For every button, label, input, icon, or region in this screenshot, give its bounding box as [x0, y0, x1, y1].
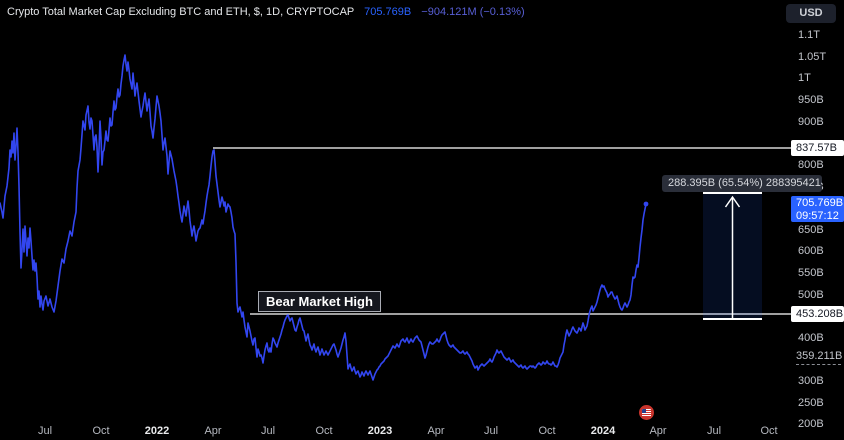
dashed-level-tick [796, 364, 841, 365]
last-point-dot [643, 201, 649, 207]
bar-countdown-timer: 09:57:12 [796, 210, 839, 222]
y-axis-tick: 500B [798, 289, 824, 301]
y-axis-tick: 250B [798, 397, 824, 409]
last-price-badge-value: 705.769B [796, 197, 844, 209]
y-axis-tick: 1T [798, 72, 811, 84]
us-flag-event-icon[interactable] [639, 405, 654, 420]
x-axis-tick: Jul [37, 425, 53, 437]
measure-tooltip: 288.395B (65.54%) 288395421483 [662, 175, 822, 192]
price-axis[interactable]: 1.1T1.05T1T950B900B800B750B650B600B550B5… [792, 0, 844, 430]
y-axis-tick: 950B [798, 94, 824, 106]
time-axis[interactable]: Jul Oct 2022 Apr Jul Oct 2023 Apr Jul Oct 2024 Apr J… [0, 421, 844, 440]
price-level-badge-low: 453.208B [791, 306, 844, 322]
symbol-title[interactable]: Crypto Total Market Cap Excluding BTC an… [7, 6, 355, 18]
currency-toggle-button[interactable]: USD [786, 4, 836, 23]
price-change-value: −904.121M (−0.13%) [421, 6, 525, 18]
x-axis-tick: Oct [315, 425, 333, 437]
x-axis-tick: Jul [706, 425, 722, 437]
y-axis-tick: 900B [798, 116, 824, 128]
last-price-badge: 705.769B 09:57:12 [791, 196, 844, 222]
y-axis-tick: 200B [798, 418, 824, 430]
x-axis-tick: 2022 [144, 425, 170, 437]
y-axis-tick: 800B [798, 159, 824, 171]
market-cap-line-series[interactable] [0, 54, 647, 381]
price-level-badge-high: 837.57B [791, 140, 844, 156]
y-axis-tick: 650B [798, 224, 824, 236]
us-flag-glyph [642, 408, 651, 417]
x-axis-tick: 2023 [367, 425, 393, 437]
x-axis-tick: Oct [538, 425, 556, 437]
measure-arrow-head [724, 195, 741, 208]
x-axis-tick: Oct [92, 425, 110, 437]
y-axis-tick: 400B [798, 332, 824, 344]
x-axis-tick: Jul [483, 425, 499, 437]
x-axis-tick: Apr [204, 425, 222, 437]
symbol-info-bar: Crypto Total Market Cap Excluding BTC an… [7, 4, 525, 20]
y-axis-tick: 1.05T [798, 51, 827, 63]
x-axis-tick: Apr [649, 425, 667, 437]
price-level-label-dashed: 359.211B [796, 350, 843, 362]
y-axis-tick: 600B [798, 245, 824, 257]
x-axis-tick: 2024 [590, 425, 616, 437]
y-axis-tick: 550B [798, 267, 824, 279]
x-axis-tick: Apr [427, 425, 445, 437]
y-axis-tick: 300B [798, 375, 824, 387]
x-axis-tick: Jul [260, 425, 276, 437]
bear-market-high-label[interactable]: Bear Market High [258, 291, 381, 312]
x-axis-tick: Oct [760, 425, 778, 437]
last-price-value: 705.769B [364, 6, 412, 18]
y-axis-tick: 1.1T [798, 29, 821, 41]
